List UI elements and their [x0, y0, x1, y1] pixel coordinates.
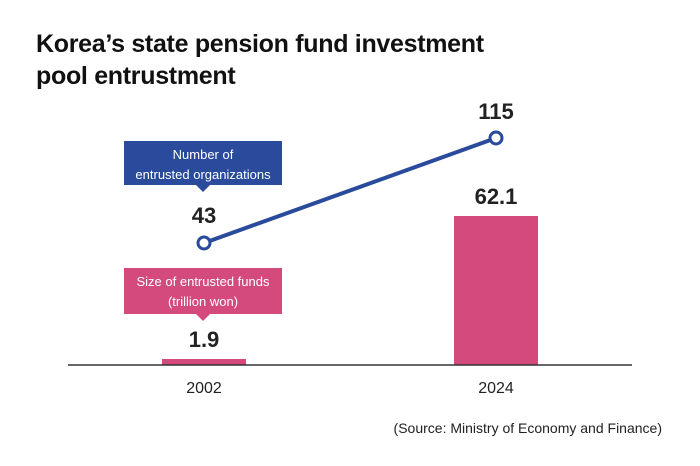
line-point-2002 — [196, 235, 212, 251]
bar-value-label-2024: 62.1 — [475, 184, 518, 209]
line-callout-pointer — [196, 185, 210, 192]
bar-callout-text-2: (trillion won) — [167, 294, 239, 309]
chart-title-line-1: Korea’s state pension fund investment — [36, 30, 484, 58]
source-note: (Source: Ministry of Economy and Finance… — [393, 420, 662, 436]
line-callout-text-1: Number of — [172, 147, 234, 162]
bar-2024 — [454, 216, 538, 365]
bar-callout-text-1: Size of entrusted funds — [136, 274, 270, 289]
line-series-path — [202, 136, 498, 245]
line-callout-text-2: entrusted organizations — [135, 167, 271, 182]
x-tick-label-2024: 2024 — [478, 380, 514, 397]
bar-callout-pointer — [196, 314, 210, 321]
chart-title: Korea’s state pension fund investment po… — [36, 28, 484, 92]
line-point-2024 — [488, 130, 504, 146]
line-series-callout: Number of entrusted organizations — [124, 141, 282, 192]
line-value-label-2002: 43 — [192, 203, 216, 228]
x-tick-label-2002: 2002 — [186, 380, 222, 397]
bar-series-callout: Size of entrusted funds (trillion won) — [124, 268, 282, 321]
bar-2002 — [162, 359, 246, 365]
line-value-label-2024: 115 — [478, 99, 514, 124]
bar-value-label-2002: 1.9 — [189, 327, 220, 352]
chart-title-line-2: pool entrustment — [36, 62, 236, 90]
